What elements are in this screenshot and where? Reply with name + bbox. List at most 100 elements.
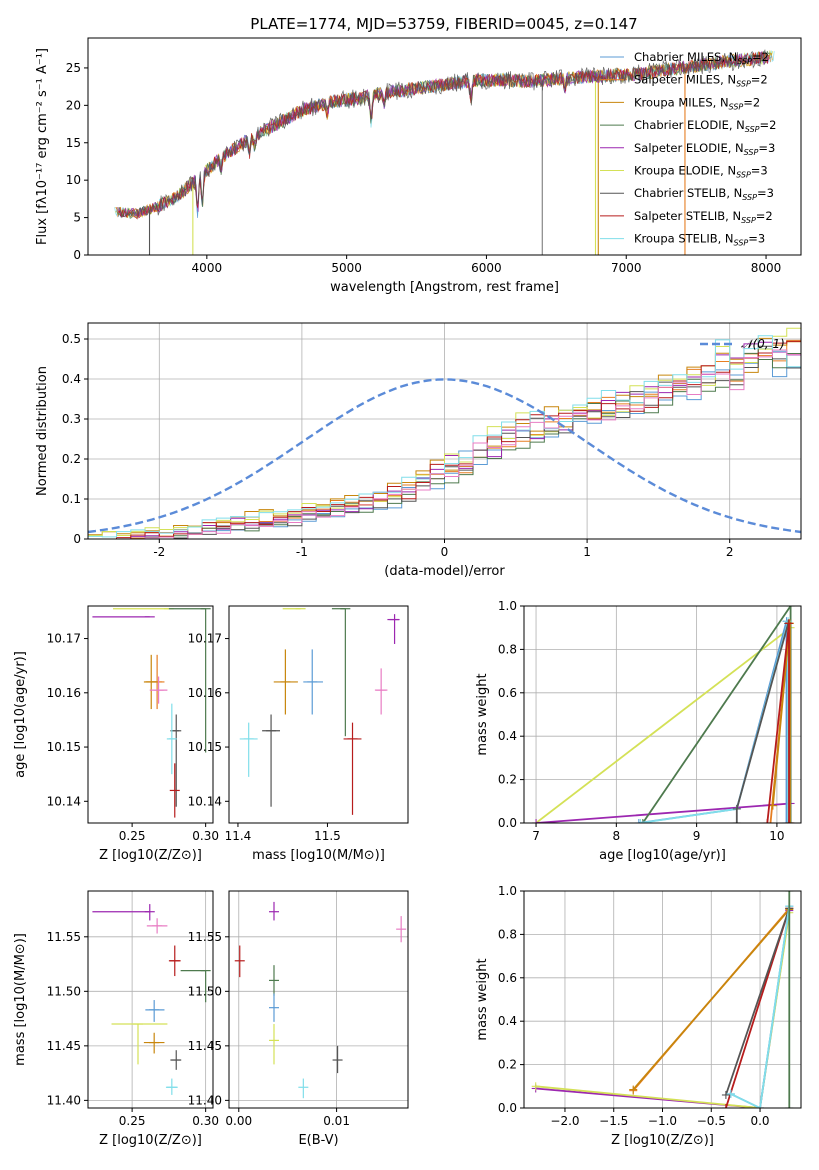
y-axis-label: mass weight: [475, 673, 490, 755]
x-tick-label: 0.25: [119, 829, 146, 843]
x-tick-label: 0.01: [323, 1114, 350, 1128]
age-vs-mass-panel: 11.4 11.5 10.14 10.15 10.16 10.17 mass [log10(…: [188, 605, 409, 863]
legend-label: 𝒩(0, 1): [741, 337, 785, 351]
spectrum-line: [118, 48, 768, 218]
residuals-plot-area: [88, 327, 801, 539]
weight-line: [632, 908, 790, 1091]
y-tick-label: 11.40: [188, 1093, 222, 1107]
x-axis-label: mass [log10(M/M⊙)]: [252, 848, 385, 863]
y-tick-label: 0.6: [498, 686, 517, 700]
y-tick-label: 11.45: [47, 1039, 81, 1053]
gaussian-reference-line: [88, 378, 801, 534]
histogram-series: [88, 335, 801, 539]
x-tick-label: −2.0: [550, 1114, 579, 1128]
mass-weight-vs-Z-panel: −2.0 −1.5 −1.0 −0.5 0.0 0.0 0.2 0.4 0.6 0.8 1.0 Z […: [475, 884, 802, 1148]
y-tick-label: 0.3: [62, 412, 81, 426]
mass-weight-vs-age-plot-area: [532, 606, 795, 823]
y-tick-label: 0: [73, 248, 81, 262]
x-tick-label: 8000: [751, 261, 782, 275]
y-tick-label: 11.55: [47, 930, 81, 944]
mass-weight-vs-Z-plot-area: [531, 891, 794, 1108]
histogram-series: [88, 339, 801, 539]
y-tick-label: 0.6: [498, 971, 517, 985]
residuals-legend: 𝒩(0, 1): [700, 337, 785, 351]
y-tick-label: 10.14: [188, 794, 222, 808]
y-tick-label: 0.0: [498, 816, 517, 830]
x-tick-label: 5000: [331, 261, 362, 275]
axes-frame: [87, 605, 214, 824]
x-tick-label: 0.0: [750, 1114, 769, 1128]
x-tick-label: 0.25: [119, 1114, 146, 1128]
y-tick-label: 5: [73, 211, 81, 225]
x-tick-label: −1.0: [648, 1114, 677, 1128]
y-tick-label: 15: [66, 136, 81, 150]
y-tick-label: 0.5: [62, 332, 81, 346]
x-tick-label: −0.5: [697, 1114, 726, 1128]
axes-frame: [228, 890, 409, 1109]
x-tick-label: 8: [613, 829, 621, 843]
y-tick-label: 10: [66, 173, 81, 187]
spectrum-legend: Chabrier MILES, NSSP=2 Salpeter MILES, NS…: [600, 50, 776, 248]
y-tick-label: 0.4: [498, 1014, 517, 1028]
legend-label: Chabrier STELIB, NSSP=3: [634, 186, 774, 202]
residuals-panel: -2 -1 0 1 2 0 0.1 0.2 0.3 0.4 0.5 (data-model)/erro…: [35, 322, 802, 579]
y-tick-label: 0.4: [62, 372, 81, 386]
mass-vs-EBV-panel: 0.00 0.01 11.40 11.45 11.50 11.55 E(B-V): [188, 890, 409, 1148]
y-axis-label: mass [log10(M/M⊙)]: [13, 933, 28, 1066]
y-tick-label: 10.14: [47, 794, 81, 808]
y-tick-label: 11.55: [188, 930, 222, 944]
x-tick-label: 0: [441, 545, 449, 559]
spectrum-line: [117, 51, 770, 218]
y-tick-label: 25: [66, 61, 81, 75]
histogram-series: [88, 337, 801, 539]
y-tick-label: 1.0: [498, 599, 517, 613]
axes-frame: [87, 890, 214, 1109]
x-tick-label: 7: [532, 829, 540, 843]
legend-label: Kroupa ELODIE, NSSP=3: [634, 164, 768, 180]
x-tick-label: -1: [296, 545, 308, 559]
x-tick-label: 11.5: [314, 829, 341, 843]
weight-line: [730, 906, 791, 1108]
y-tick-label: 10.16: [188, 686, 222, 700]
y-tick-label: 0.2: [498, 773, 517, 787]
y-tick-label: 0.2: [498, 1058, 517, 1072]
mass-vs-EBV-plot-area: [234, 901, 407, 1099]
mass-vs-Z-panel: 0.25 0.30 11.40 11.45 11.50 11.55 Z [log10(Z/Z…: [13, 890, 219, 1148]
y-tick-label: 0.4: [498, 729, 517, 743]
x-tick-label: 0.00: [225, 1114, 252, 1128]
y-axis-label: mass weight: [475, 958, 490, 1040]
mass-vs-Z-plot-area: [92, 904, 211, 1095]
histogram-series: [88, 340, 801, 539]
y-tick-label: 11.50: [47, 984, 81, 998]
y-tick-label: 10.15: [47, 740, 81, 754]
figure-title: PLATE=1774, MJD=53759, FIBERID=0045, z=0…: [250, 15, 637, 33]
legend-label: Salpeter STELIB, NSSP=2: [634, 209, 773, 225]
histogram-series: [88, 327, 801, 539]
weight-line: [535, 626, 792, 823]
x-tick-label: 7000: [611, 261, 642, 275]
x-tick-label: 9: [693, 829, 701, 843]
y-tick-label: 0: [73, 532, 81, 546]
y-tick-label: 11.40: [47, 1093, 81, 1107]
x-tick-label: 1: [583, 545, 591, 559]
legend-label: Chabrier MILES, NSSP=2: [634, 50, 769, 66]
legend-label: Chabrier ELODIE, NSSP=2: [634, 118, 776, 134]
y-tick-label: 0.8: [498, 642, 517, 656]
x-tick-label: -2: [153, 545, 165, 559]
spectrum-line: [118, 51, 769, 220]
spectrum-plot-area: [114, 48, 775, 255]
x-tick-label: 4000: [192, 261, 223, 275]
legend-label: Salpeter MILES, NSSP=2: [634, 73, 768, 89]
axes-frame: [87, 37, 802, 256]
x-axis-label: Z [log10(Z/Z⊙)]: [99, 848, 202, 863]
legend-label: Kroupa MILES, NSSP=2: [634, 95, 760, 111]
histogram-series: [88, 349, 801, 539]
y-tick-label: 1.0: [498, 884, 517, 898]
legend-label: Salpeter ELODIE, NSSP=3: [634, 141, 775, 157]
weight-line: [638, 620, 788, 823]
x-tick-label: −1.5: [599, 1114, 628, 1128]
y-axis-label: age [log10(age/yr)]: [13, 651, 28, 778]
y-tick-label: 20: [66, 98, 81, 112]
legend-label: Kroupa STELIB, NSSP=3: [634, 232, 765, 248]
